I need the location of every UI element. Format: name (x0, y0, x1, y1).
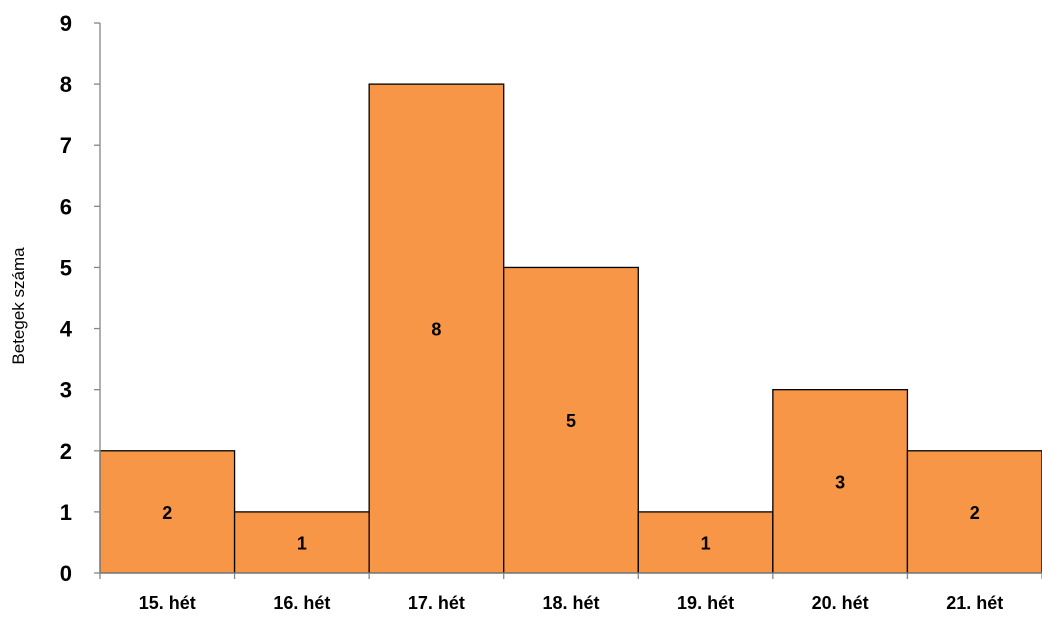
bar-7 (906, 450, 1042, 574)
bar-6 (772, 389, 909, 574)
x-tick-label-7: 21. hét (946, 593, 1003, 613)
y-tick-label-0: 0 (60, 561, 72, 586)
data-label-4: 5 (566, 411, 576, 431)
y-tick-label-3: 3 (60, 378, 72, 403)
data-label-7: 2 (970, 503, 980, 523)
x-tick-label-3: 17. hét (408, 593, 465, 613)
labels: 2 1 8 5 1 3 2 0 1 2 3 4 5 6 7 8 9 15. hét 16. hét 17. hét 18… (60, 11, 1003, 613)
y-axis-title: Betegek száma (9, 247, 28, 365)
data-label-1: 2 (162, 503, 172, 523)
bar-2 (233, 511, 370, 574)
y-tick-label-2: 2 (60, 439, 72, 464)
y-tick-label-8: 8 (60, 72, 72, 97)
x-tick-label-1: 15. hét (139, 593, 196, 613)
bars (99, 83, 1042, 574)
axes (94, 22, 1042, 579)
y-tick-label-1: 1 (60, 500, 72, 525)
y-tick-label-9: 9 (60, 11, 72, 36)
bar-3 (368, 83, 505, 574)
x-tick-label-2: 16. hét (273, 593, 330, 613)
y-tick-label-6: 6 (60, 194, 72, 219)
bar-1 (99, 450, 236, 574)
data-label-5: 1 (701, 533, 711, 553)
y-tick-label-4: 4 (60, 317, 73, 342)
data-label-6: 3 (835, 472, 845, 492)
y-tick-label-5: 5 (60, 255, 72, 280)
x-tick-label-6: 20. hét (812, 593, 869, 613)
y-tick-label-7: 7 (60, 133, 72, 158)
x-tick-label-4: 18. hét (542, 593, 599, 613)
x-tick-label-5: 19. hét (677, 593, 734, 613)
bar-4 (503, 266, 639, 574)
data-label-3: 8 (431, 320, 441, 340)
data-label-2: 1 (297, 533, 307, 553)
